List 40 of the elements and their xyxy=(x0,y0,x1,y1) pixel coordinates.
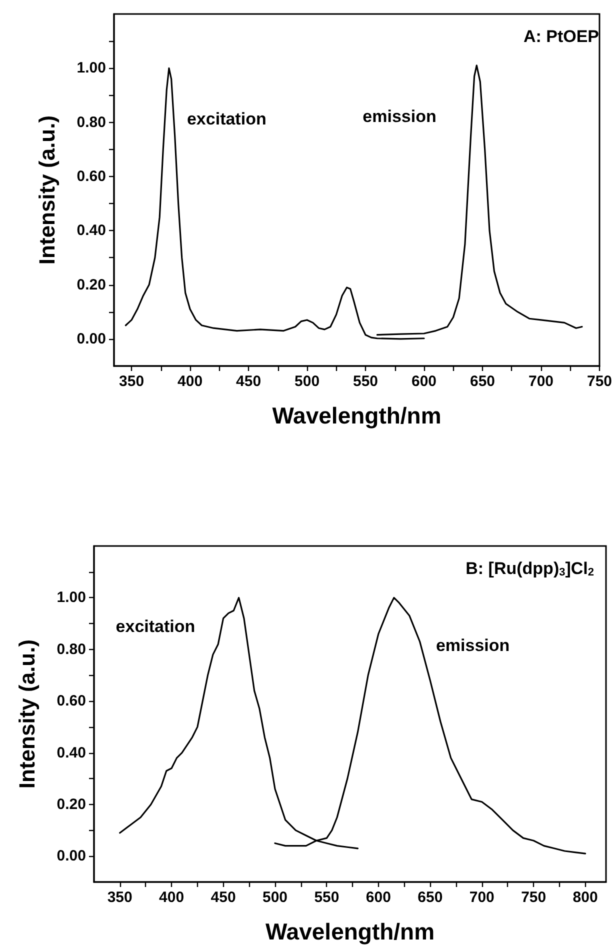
text: A: PtOEP xyxy=(523,27,599,46)
y-tick-label: 0.40 xyxy=(76,222,106,240)
x-tick-label: 500 xyxy=(262,889,288,906)
x-tick-label: 450 xyxy=(236,373,262,390)
x-tick-label: 350 xyxy=(119,373,144,390)
x-tick-label: 350 xyxy=(107,889,132,906)
y-tick-label: 1.00 xyxy=(56,589,86,606)
y-tick-label: 0.00 xyxy=(56,848,86,865)
x-tick-label: 750 xyxy=(521,889,546,906)
series-label: emission xyxy=(436,636,510,656)
x-tick-label: 550 xyxy=(314,889,340,906)
x-tick-label: 450 xyxy=(210,889,236,906)
x-tick-label: 700 xyxy=(528,373,554,390)
x-tick-label: 700 xyxy=(469,889,494,906)
y-tick-label: 0.20 xyxy=(56,796,86,813)
y-tick-label: 0.60 xyxy=(56,692,86,710)
x-tick-label: 400 xyxy=(159,889,184,906)
series-label: excitation xyxy=(186,110,266,129)
x-tick-label: 650 xyxy=(418,889,443,906)
y-tick-label: 0.20 xyxy=(76,276,106,294)
x-tick-label: 550 xyxy=(353,373,378,390)
y-axis-title: Intensity (a.u.) xyxy=(14,639,40,789)
x-tick-label: 600 xyxy=(366,889,391,906)
x-tick-label: 600 xyxy=(411,373,437,390)
x-tick-label: 650 xyxy=(470,373,496,390)
y-tick-label: 0.80 xyxy=(76,114,106,131)
x-axis-title: Wavelength/nm xyxy=(272,402,442,428)
series-label: excitation xyxy=(116,617,196,636)
y-tick-label: 0.60 xyxy=(76,168,106,185)
x-tick-label: 750 xyxy=(586,373,612,390)
y-axis-title: Intensity (a.u.) xyxy=(34,115,60,265)
x-tick-label: 400 xyxy=(178,373,203,390)
x-tick-label: 800 xyxy=(572,889,598,906)
text: emission xyxy=(362,106,436,126)
x-tick-label: 500 xyxy=(294,373,320,390)
x-axis-title: Wavelength/nm xyxy=(265,918,435,944)
y-tick-label: 0.80 xyxy=(56,640,86,658)
y-tick-label: 0.00 xyxy=(76,330,106,348)
y-tick-label: 0.40 xyxy=(56,744,86,762)
y-tick-label: 1.00 xyxy=(76,60,106,77)
